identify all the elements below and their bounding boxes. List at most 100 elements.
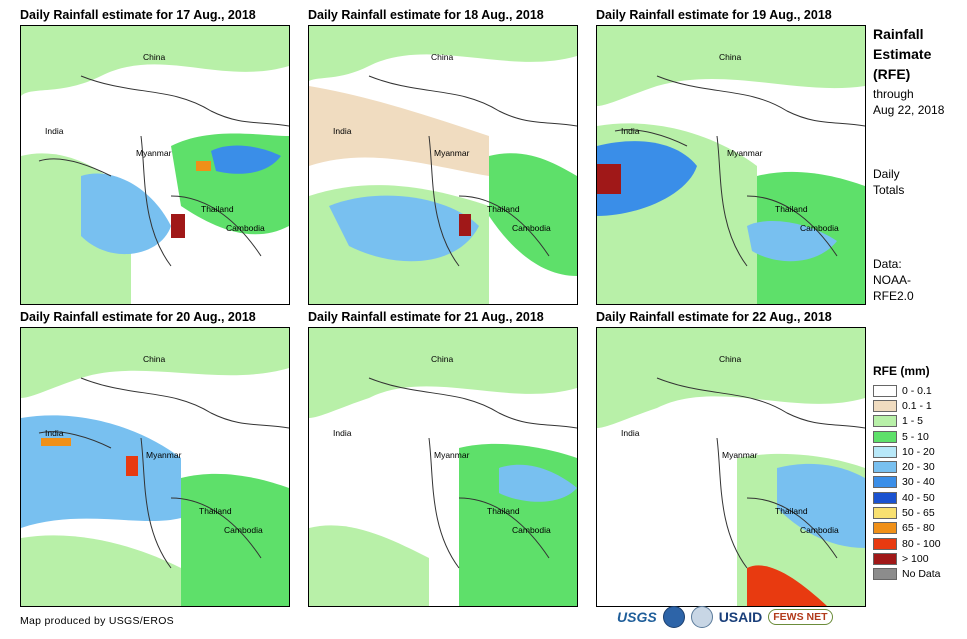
legend-label: 20 - 30 xyxy=(902,461,935,474)
legend-item: 65 - 80 xyxy=(873,521,941,536)
legend-swatch xyxy=(873,399,897,412)
map-18aug: China India Myanmar Thailand Cambodia xyxy=(308,25,578,305)
label-myanmar: Myanmar xyxy=(434,148,470,158)
legend-swatch xyxy=(873,522,897,535)
label-cambodia: Cambodia xyxy=(224,525,263,535)
label-india: India xyxy=(45,428,64,438)
label-thailand: Thailand xyxy=(775,204,808,214)
panel-title-18aug: Daily Rainfall estimate for 18 Aug., 201… xyxy=(308,8,544,22)
side-title-line1: Rainfall xyxy=(873,26,924,42)
legend-label: 0.1 - 1 xyxy=(902,399,932,412)
legend-label: 50 - 65 xyxy=(902,507,935,520)
fewsnet-logo: FEWS NET xyxy=(768,609,833,625)
rainfall-map-18aug xyxy=(309,26,577,304)
through-date: Aug 22, 2018 xyxy=(873,103,945,117)
label-china: China xyxy=(719,354,742,364)
label-india: India xyxy=(621,428,640,438)
legend-label: 80 - 100 xyxy=(902,537,941,550)
legend-item: > 100 xyxy=(873,551,941,566)
label-cambodia: Cambodia xyxy=(512,525,551,535)
label-myanmar: Myanmar xyxy=(146,450,182,460)
rainfall-map-22aug xyxy=(597,328,865,606)
legend-swatch xyxy=(873,476,897,489)
panel-title-20aug: Daily Rainfall estimate for 20 Aug., 201… xyxy=(20,310,256,324)
label-myanmar: Myanmar xyxy=(727,148,763,158)
through-text: through xyxy=(873,87,914,101)
label-thailand: Thailand xyxy=(775,506,808,516)
label-cambodia: Cambodia xyxy=(226,223,265,233)
legend-label: 40 - 50 xyxy=(902,491,935,504)
legend-item: 1 - 5 xyxy=(873,414,941,429)
label-myanmar: Myanmar xyxy=(136,148,172,158)
legend-swatch xyxy=(873,507,897,520)
label-cambodia: Cambodia xyxy=(800,525,839,535)
noaa-logo-icon xyxy=(662,606,685,628)
map-19aug: China India Myanmar Thailand Cambodia xyxy=(596,25,866,305)
usaid-seal-icon xyxy=(690,606,713,628)
totals-text: Totals xyxy=(873,183,905,197)
legend-label: > 100 xyxy=(902,552,929,565)
legend-swatch xyxy=(873,537,897,550)
label-india: India xyxy=(621,126,640,136)
side-title-line3: (RFE) xyxy=(873,66,911,82)
map-credit: Map produced by USGS/EROS xyxy=(20,615,174,627)
legend-swatch xyxy=(873,491,897,504)
rainfall-map-20aug xyxy=(21,328,289,606)
legend-swatch xyxy=(873,568,897,581)
legend-label: 0 - 0.1 xyxy=(902,384,932,397)
legend-title: RFE (mm) xyxy=(873,364,930,378)
rainfall-map-17aug xyxy=(21,26,289,304)
label-thailand: Thailand xyxy=(487,506,520,516)
rainfall-map-19aug xyxy=(597,26,865,304)
rainfall-map-21aug xyxy=(309,328,577,606)
label-china: China xyxy=(431,354,454,364)
legend-label: 65 - 80 xyxy=(902,522,935,535)
legend-label: 1 - 5 xyxy=(902,415,924,428)
legend-item: 10 - 20 xyxy=(873,444,941,459)
usgs-logo: USGS xyxy=(617,609,657,625)
label-cambodia: Cambodia xyxy=(512,223,551,233)
legend: 0 - 0.1 0.1 - 1 1 - 5 5 - 10 10 - 20 20 - 30 3… xyxy=(873,383,941,582)
panel-title-17aug: Daily Rainfall estimate for 17 Aug., 201… xyxy=(20,8,256,22)
data-label: Data: xyxy=(873,257,902,271)
label-thailand: Thailand xyxy=(487,204,520,214)
legend-item: 80 - 100 xyxy=(873,536,941,551)
legend-item: 30 - 40 xyxy=(873,475,941,490)
legend-item: 5 - 10 xyxy=(873,429,941,444)
label-myanmar: Myanmar xyxy=(722,450,758,460)
label-thailand: Thailand xyxy=(199,506,232,516)
daily-text: Daily xyxy=(873,167,900,181)
legend-item: 40 - 50 xyxy=(873,490,941,505)
side-title-line2: Estimate xyxy=(873,46,932,62)
label-thailand: Thailand xyxy=(201,204,234,214)
panel-title-21aug: Daily Rainfall estimate for 21 Aug., 201… xyxy=(308,310,544,324)
legend-item: 50 - 65 xyxy=(873,505,941,520)
label-india: India xyxy=(333,126,352,136)
logo-strip: USGS USAID FEWS NET xyxy=(617,606,833,628)
legend-swatch xyxy=(873,415,897,428)
legend-label: 10 - 20 xyxy=(902,445,935,458)
label-india: India xyxy=(45,126,64,136)
data-source-line1: NOAA- xyxy=(873,273,912,287)
legend-swatch xyxy=(873,384,897,397)
map-20aug: China India Myanmar Thailand Cambodia xyxy=(20,327,290,607)
label-china: China xyxy=(719,52,742,62)
legend-item: 0 - 0.1 xyxy=(873,383,941,398)
label-myanmar: Myanmar xyxy=(434,450,470,460)
label-china: China xyxy=(143,52,166,62)
legend-swatch xyxy=(873,430,897,443)
legend-item: 0.1 - 1 xyxy=(873,398,941,413)
legend-swatch xyxy=(873,461,897,474)
map-21aug: China India Myanmar Thailand Cambodia xyxy=(308,327,578,607)
legend-label: 5 - 10 xyxy=(902,430,929,443)
legend-swatch xyxy=(873,552,897,565)
label-china: China xyxy=(431,52,454,62)
map-17aug: China India Myanmar Thailand Cambodia xyxy=(20,25,290,305)
legend-swatch xyxy=(873,445,897,458)
panel-title-22aug: Daily Rainfall estimate for 22 Aug., 201… xyxy=(596,310,832,324)
map-22aug: China India Myanmar Thailand Cambodia xyxy=(596,327,866,607)
label-china: China xyxy=(143,354,166,364)
legend-item: No Data xyxy=(873,567,941,582)
label-india: India xyxy=(333,428,352,438)
label-cambodia: Cambodia xyxy=(800,223,839,233)
